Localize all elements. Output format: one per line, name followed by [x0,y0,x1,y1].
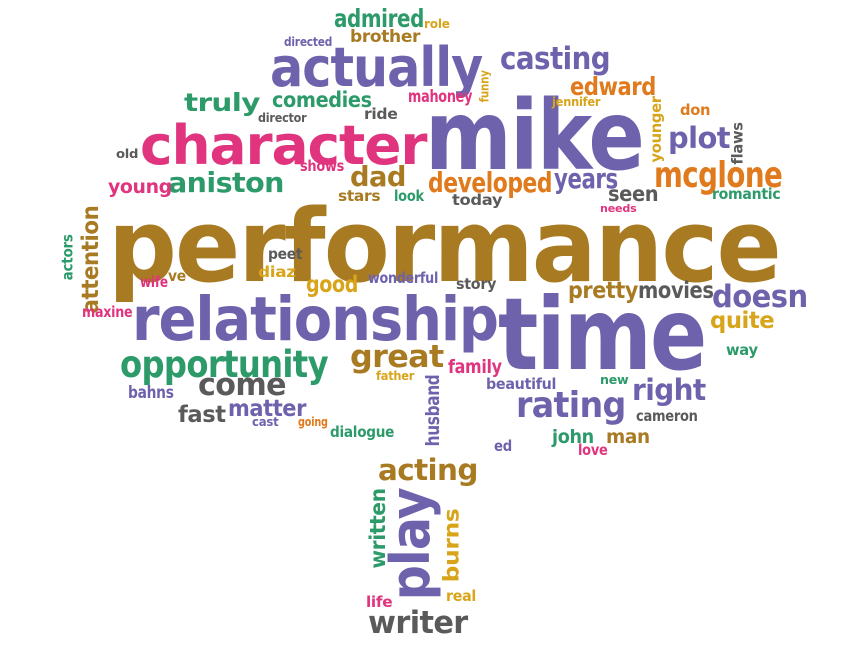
word-today: today [452,192,503,209]
word-mike: mike [425,79,645,192]
word-younger: younger [647,95,665,163]
word-seen: seen [608,182,659,206]
word-way: way [726,342,758,359]
word-acting: acting [378,453,478,487]
word-right: right [632,373,706,407]
word-character: character [140,113,428,177]
word-good: good [306,272,358,298]
word-don: don [680,102,711,119]
word-aniston: aniston [168,168,284,199]
word-performance: performance [108,187,782,305]
word-plot: plot [668,121,731,155]
word-ride: ride [364,106,398,123]
word-burns: burns [439,508,464,582]
word-jennifer: jennifer [552,94,601,109]
word-directed: directed [284,34,333,49]
word-wonderful: wonderful [368,270,439,287]
word-role: role [424,16,450,31]
word-opportunity: opportunity [120,342,329,386]
word-funny: funny [475,69,491,103]
word-admired: admired [334,4,424,33]
word-director: director [258,110,307,125]
word-young: young [108,176,172,198]
word-relationship: relationship [132,284,499,355]
word-shows: shows [300,158,345,175]
word-brother: brother [350,26,421,46]
word-fast: fast [178,402,226,428]
word-ed: ed [494,438,512,455]
word-casting: casting [500,41,611,77]
word-time: time [498,276,707,393]
word-cast: cast [252,414,279,429]
word-old: old [116,146,139,161]
word-years: years [554,164,618,195]
word-cameron: cameron [636,408,698,425]
word-needs: needs [600,203,637,215]
word-rating: rating [516,385,626,426]
word-life: life [366,594,393,611]
word-father: father [376,368,415,383]
word-diaz: diaz [258,264,296,281]
word-story: story [456,276,497,293]
word-truly: truly [184,88,261,117]
word-pretty: pretty [568,278,638,304]
word-matter: matter [228,396,307,422]
word-dialogue: dialogue [330,424,395,441]
word-look: look [394,188,424,205]
word-maxine: maxine [82,304,133,321]
word-stars: stars [338,188,381,205]
word-comedies: comedies [272,88,372,112]
word-mahoney: mahoney [408,86,473,106]
word-going: going [298,414,328,429]
word-romantic: romantic [712,186,781,203]
word-mcglone: mcglone [654,155,783,196]
word-quite: quite [710,308,775,334]
word-wife: wife [140,274,168,291]
word-husband: husband [421,374,444,446]
word-bahns: bahns [128,382,174,402]
word-real: real [446,588,476,605]
word-man: man [606,426,650,448]
word-come: come [198,367,287,403]
word-doesn: doesn [712,279,808,315]
word-john: john [552,426,594,448]
word-great: great [350,339,444,375]
word-dad: dad [350,162,406,193]
word-actually: actually [270,35,483,99]
word-edward: edward [570,72,656,101]
word-attention: attention [77,206,104,314]
word-beautiful: beautiful [486,376,557,393]
word-actors: actors [59,234,77,280]
word-ve: ve [168,268,186,285]
word-developed: developed [428,168,553,199]
word-new: new [600,372,629,387]
word-peet: peet [268,246,303,263]
word-movies: movies [638,278,714,304]
word-family: family [448,356,502,378]
word-writer: writer [368,605,468,641]
word-play: play [377,487,442,601]
word-love: love [578,442,608,459]
word-written: written [365,487,390,569]
word-flaws: flaws [729,121,747,165]
